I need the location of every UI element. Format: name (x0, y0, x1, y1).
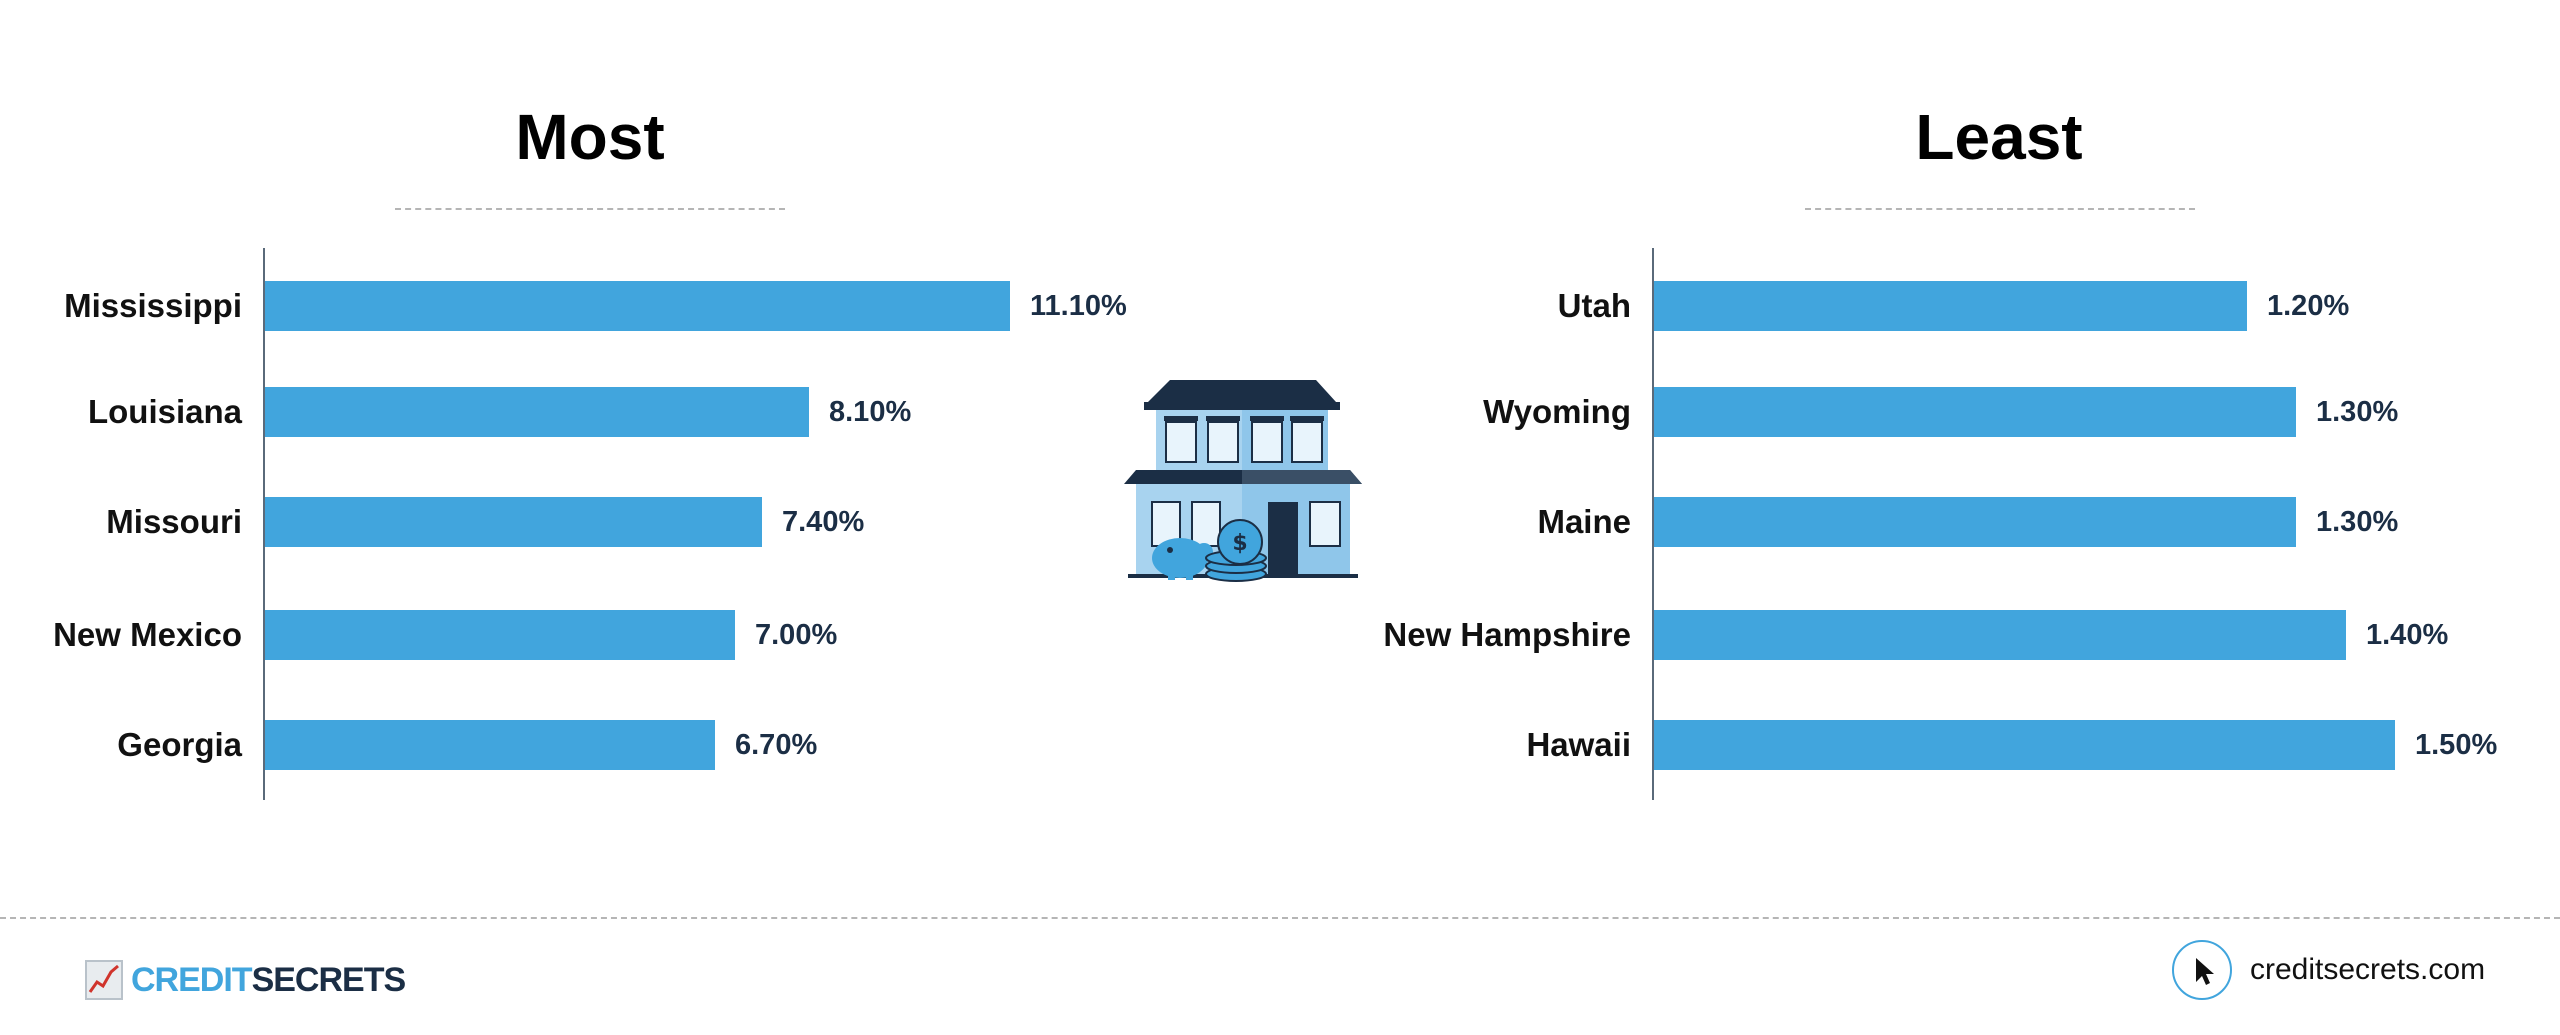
chart-trend-icon (85, 960, 123, 1000)
title-divider (395, 208, 785, 210)
footer-divider (0, 917, 2560, 919)
brand-name-part1: CREDIT (131, 960, 253, 999)
bank-building-icon: $ (1124, 380, 1362, 582)
data-label: 1.30% (2316, 396, 2399, 428)
svg-text:$: $ (1232, 531, 1247, 556)
category-label: Mississippi (64, 287, 242, 324)
chart-title-most: Most (515, 101, 665, 173)
data-label: 1.40% (2366, 619, 2449, 651)
bar (1654, 387, 2296, 437)
data-label: 1.30% (2316, 506, 2399, 538)
title-divider (1805, 208, 2195, 210)
category-label: Missouri (106, 503, 242, 540)
brand-logo[interactable]: CREDITSECRETS (85, 958, 407, 1002)
category-label: Hawaii (1526, 726, 1631, 763)
y-axis-line (263, 248, 265, 800)
bar (265, 720, 715, 770)
data-label: 7.40% (782, 506, 865, 538)
data-label: 8.10% (829, 396, 912, 428)
bar (1654, 720, 2395, 770)
bar (265, 497, 762, 547)
data-label: 1.20% (2267, 290, 2350, 322)
category-label: Utah (1557, 287, 1631, 324)
website-link[interactable]: creditsecrets.com (2250, 953, 2486, 986)
chart-title-least: Least (1915, 101, 2083, 173)
bar (265, 281, 1010, 331)
y-axis-line (1652, 248, 1654, 800)
data-label: 11.10% (1030, 290, 1127, 322)
data-label: 6.70% (735, 729, 818, 761)
cursor-arrow-icon (2172, 940, 2232, 1000)
bar (265, 610, 735, 660)
category-label: New Hampshire (1383, 616, 1631, 653)
brand-name-part2: SECRETS (251, 960, 407, 999)
bar (265, 387, 809, 437)
category-label: Louisiana (87, 393, 242, 430)
category-label: Maine (1537, 503, 1631, 540)
bar (1654, 497, 2296, 547)
bar (1654, 610, 2346, 660)
category-label: Georgia (117, 726, 242, 763)
bank-building-illustration: $ (1118, 372, 1398, 597)
category-label: New Mexico (53, 616, 242, 653)
category-label: Wyoming (1483, 393, 1631, 430)
bar (1654, 281, 2247, 331)
data-label: 1.50% (2415, 729, 2498, 761)
data-label: 7.00% (755, 619, 838, 651)
